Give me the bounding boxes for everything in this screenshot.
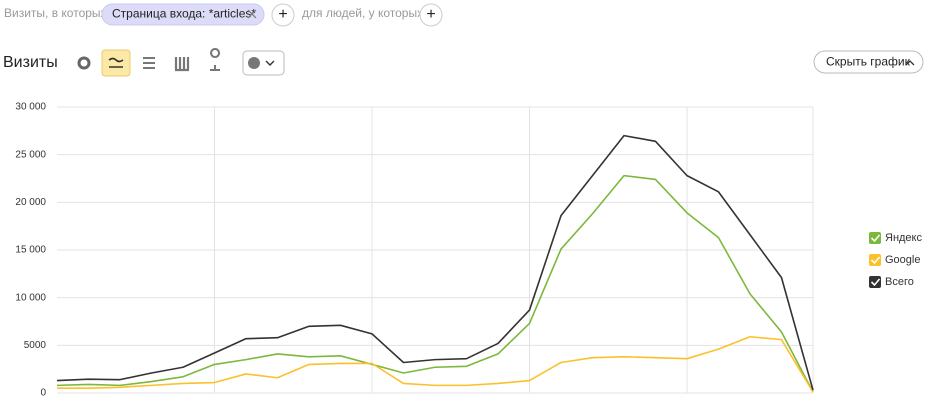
filter-chip-text: Страница входа: *articles*	[112, 7, 256, 21]
y-tick-label: 15 000	[15, 245, 46, 256]
legend-check	[870, 256, 881, 265]
area-icon[interactable]	[143, 57, 155, 69]
hide-chart-text: Скрыть график	[826, 55, 911, 69]
hide-chart-button[interactable]	[813, 50, 924, 74]
add-button-2-text: +	[426, 6, 435, 23]
add-button[interactable]	[271, 3, 295, 27]
section-title: Визиты	[3, 54, 58, 71]
legend-label: Яндекс	[885, 232, 922, 244]
add-button-text: +	[278, 6, 287, 23]
series-line	[56, 134, 814, 391]
hide-chart-arrow	[905, 60, 915, 66]
filter-prefix: Визиты, в которых	[4, 6, 107, 20]
legend-label: Google	[885, 254, 920, 266]
y-tick-label: 0	[40, 388, 46, 399]
legend-checkbox[interactable]	[869, 276, 881, 288]
y-tick-label: 5000	[24, 340, 47, 351]
bar-icon[interactable]	[174, 57, 190, 72]
filter-chip[interactable]	[101, 3, 265, 26]
chip-close[interactable]	[247, 9, 257, 19]
legend-check	[870, 278, 881, 287]
y-tick-label: 30 000	[15, 102, 46, 113]
legend-check	[870, 234, 881, 243]
y-tick-label: 25 000	[15, 149, 46, 160]
legend-label: Всего	[885, 276, 914, 288]
map-icon[interactable]	[210, 48, 221, 71]
legend-checkbox[interactable]	[869, 254, 881, 266]
filter-middle: для людей, у которых	[302, 6, 423, 20]
line-icon-active[interactable]	[101, 49, 131, 77]
line-icon	[108, 57, 124, 68]
annotation-select[interactable]	[242, 50, 285, 76]
dropdown-arrow	[265, 60, 275, 66]
y-tick-label: 20 000	[15, 197, 46, 208]
y-tick-label: 10 000	[15, 292, 46, 303]
series-line	[56, 174, 814, 393]
series-line	[57, 335, 814, 393]
comment-icon	[248, 57, 260, 69]
legend-checkbox[interactable]	[869, 232, 881, 244]
add-button-2[interactable]	[419, 3, 443, 27]
pie-icon[interactable]	[77, 56, 91, 70]
